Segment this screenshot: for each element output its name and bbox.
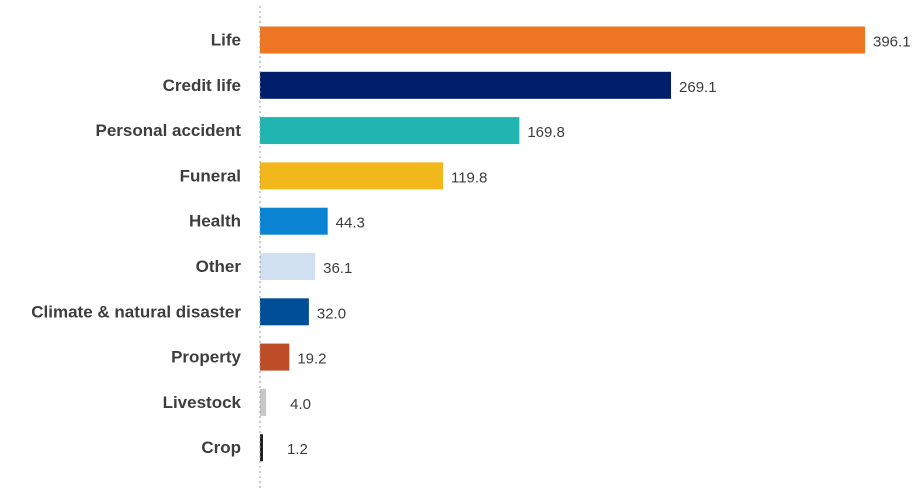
bar-6 xyxy=(260,298,309,326)
bar-4 xyxy=(260,207,328,235)
category-label-3: Funeral xyxy=(180,166,241,185)
value-label-6: 32.0 xyxy=(317,305,346,322)
bar-0 xyxy=(260,26,865,54)
category-label-1: Credit life xyxy=(163,76,241,95)
value-label-5: 36.1 xyxy=(323,260,352,277)
value-label-0: 396.1 xyxy=(873,34,911,51)
category-label-2: Personal accident xyxy=(95,121,241,140)
category-label-4: Health xyxy=(189,212,241,231)
category-label-5: Other xyxy=(196,257,242,276)
bars-group xyxy=(260,26,865,462)
category-label-6: Climate & natural disaster xyxy=(31,302,241,321)
category-label-0: Life xyxy=(211,31,241,50)
value-label-2: 169.8 xyxy=(527,124,565,141)
bar-1 xyxy=(260,71,672,99)
value-label-4: 44.3 xyxy=(336,215,365,232)
value-label-9: 1.2 xyxy=(287,441,308,458)
bar-3 xyxy=(260,162,443,190)
bar-2 xyxy=(260,117,520,145)
category-label-9: Crop xyxy=(201,438,241,457)
value-labels-group: 396.1 269.1 169.8 119.8 44.3 36.1 32.0 19.2 4.0 1… xyxy=(287,34,911,459)
bar-9 xyxy=(260,434,263,462)
value-label-3: 119.8 xyxy=(451,169,487,186)
value-label-1: 269.1 xyxy=(679,79,717,96)
value-label-8: 4.0 xyxy=(290,396,311,413)
category-label-8: Livestock xyxy=(163,393,242,412)
category-labels-group: Life Credit life Personal accident Funeral H… xyxy=(31,31,241,458)
bar-7 xyxy=(260,343,290,371)
category-label-7: Property xyxy=(171,348,241,367)
bar-8 xyxy=(260,388,267,416)
bar-5 xyxy=(260,253,316,280)
value-label-7: 19.2 xyxy=(297,351,326,368)
